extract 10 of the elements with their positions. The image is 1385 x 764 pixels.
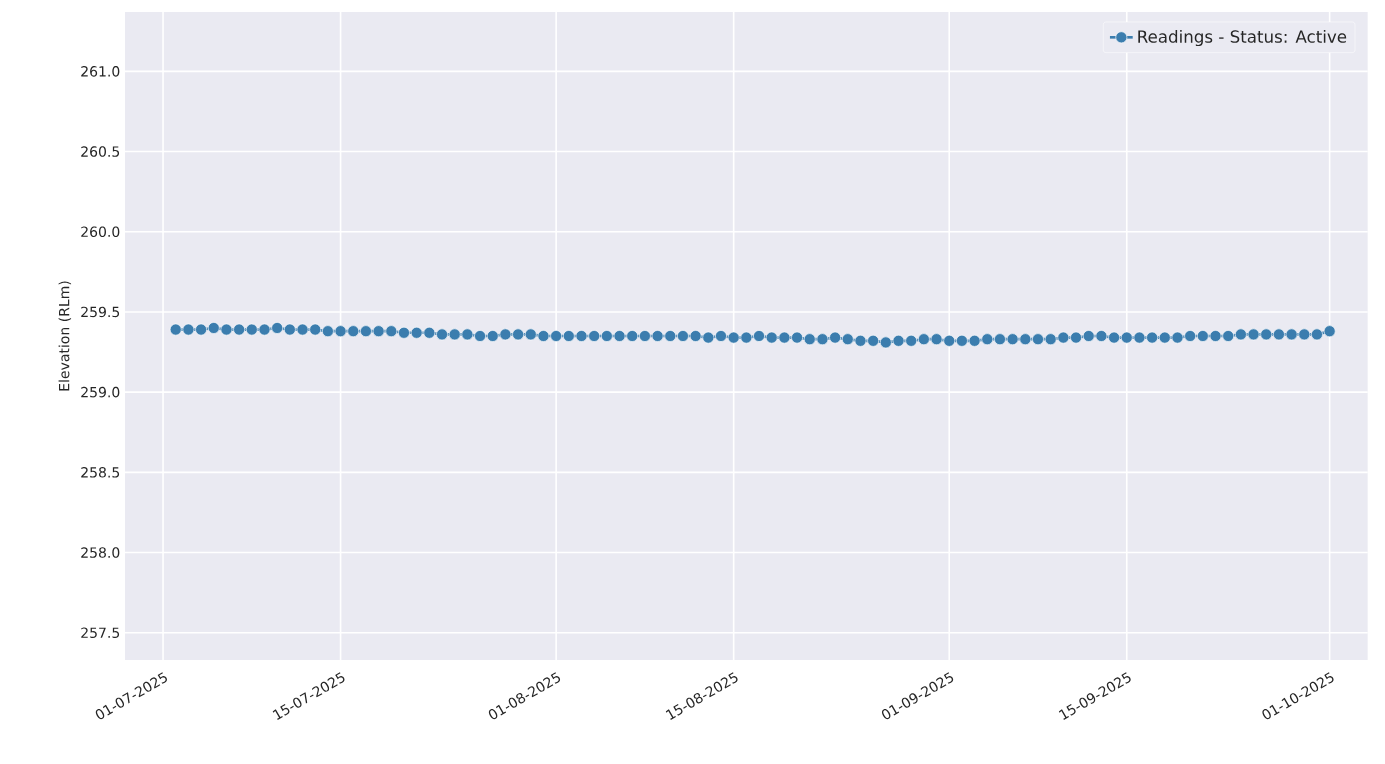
y-tick-label: 259.5 (81, 306, 120, 318)
y-tick-label: 258.5 (81, 467, 120, 478)
y-tick-label: 259.0 (81, 386, 120, 398)
y-tick-label: 258.0 (81, 547, 120, 558)
y-tick-label: 261.0 (81, 66, 120, 77)
y-tick-label: 257.5 (81, 627, 120, 639)
y-tick-label: 260.0 (81, 226, 120, 238)
legend-label: Readings - Status: Active (1138, 29, 1347, 47)
y-tick-label: 260.5 (81, 146, 120, 157)
y-axis-title: Elevation (RLm) (58, 281, 72, 391)
